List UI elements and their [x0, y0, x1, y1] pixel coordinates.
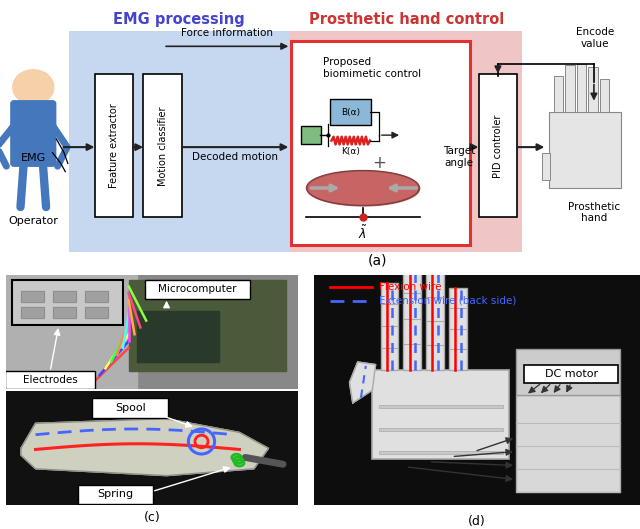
Bar	[565, 66, 575, 112]
Polygon shape	[21, 419, 269, 476]
FancyBboxPatch shape	[77, 485, 154, 504]
Text: Feature extractor: Feature extractor	[109, 104, 119, 188]
Bar	[426, 272, 444, 370]
Bar	[53, 307, 76, 318]
Bar	[53, 291, 76, 303]
Bar	[6, 275, 138, 389]
Text: (d): (d)	[468, 515, 486, 528]
FancyBboxPatch shape	[11, 101, 56, 166]
Text: Motion classifier: Motion classifier	[157, 106, 168, 186]
Text: Target
angle: Target angle	[443, 146, 475, 168]
FancyBboxPatch shape	[301, 126, 321, 144]
Bar	[290, 31, 522, 252]
FancyBboxPatch shape	[330, 99, 371, 125]
Bar	[379, 428, 503, 431]
Bar	[379, 451, 503, 454]
Bar	[516, 349, 620, 395]
FancyBboxPatch shape	[145, 280, 250, 299]
Text: PID controler: PID controler	[493, 114, 503, 178]
Text: Prosthetic
hand: Prosthetic hand	[568, 202, 620, 223]
FancyBboxPatch shape	[95, 74, 133, 217]
Bar	[403, 267, 421, 370]
FancyBboxPatch shape	[524, 365, 618, 384]
Bar	[85, 307, 108, 318]
Bar	[21, 307, 44, 318]
Bar	[379, 405, 503, 408]
Text: Encode
value: Encode value	[576, 28, 614, 49]
Bar	[600, 79, 609, 112]
Bar	[372, 370, 509, 459]
Text: B(α): B(α)	[341, 108, 360, 117]
Text: $\tilde{\lambda}$: $\tilde{\lambda}$	[358, 224, 367, 242]
Text: Decoded motion: Decoded motion	[192, 152, 278, 162]
Text: Proposed
biomimetic control: Proposed biomimetic control	[323, 57, 421, 79]
Text: (a): (a)	[368, 253, 387, 268]
Bar	[21, 291, 44, 303]
Bar	[85, 291, 108, 303]
Bar	[588, 67, 598, 112]
Text: EMG processing: EMG processing	[113, 12, 245, 26]
Bar	[12, 280, 123, 325]
FancyBboxPatch shape	[479, 74, 517, 217]
Text: +: +	[372, 154, 386, 172]
Text: Operator: Operator	[8, 216, 58, 226]
Text: (c): (c)	[143, 511, 161, 524]
Bar	[138, 312, 219, 361]
Text: Spool: Spool	[115, 403, 145, 413]
Bar	[85, 307, 108, 318]
Text: Spring: Spring	[97, 489, 134, 499]
Text: DC motor: DC motor	[545, 369, 598, 379]
Text: Extension wire (back side): Extension wire (back side)	[379, 296, 516, 306]
FancyBboxPatch shape	[143, 74, 182, 217]
Bar	[554, 76, 563, 112]
Text: Microcomputer: Microcomputer	[158, 284, 236, 294]
Bar	[542, 152, 550, 180]
Bar	[549, 112, 621, 188]
FancyBboxPatch shape	[291, 41, 470, 244]
Bar	[129, 280, 286, 371]
Text: K(α): K(α)	[341, 147, 360, 156]
Text: Prosthetic hand control: Prosthetic hand control	[308, 12, 504, 26]
Bar	[516, 395, 620, 492]
Text: Electrodes: Electrodes	[22, 375, 77, 385]
FancyBboxPatch shape	[5, 371, 95, 389]
Text: EMG: EMG	[20, 153, 46, 163]
Bar	[12, 280, 123, 325]
Bar	[381, 283, 399, 370]
Bar	[449, 288, 467, 370]
Bar	[21, 307, 44, 318]
Polygon shape	[349, 362, 376, 403]
Bar	[21, 291, 44, 303]
FancyBboxPatch shape	[92, 398, 168, 417]
Bar	[53, 291, 76, 303]
Text: (b): (b)	[143, 395, 161, 407]
Bar	[69, 31, 290, 252]
Bar	[53, 307, 76, 318]
Bar	[85, 291, 108, 303]
Text: Flexion wire: Flexion wire	[379, 281, 442, 291]
Circle shape	[13, 70, 54, 105]
Text: Force information: Force information	[181, 28, 273, 38]
Bar	[577, 64, 586, 112]
